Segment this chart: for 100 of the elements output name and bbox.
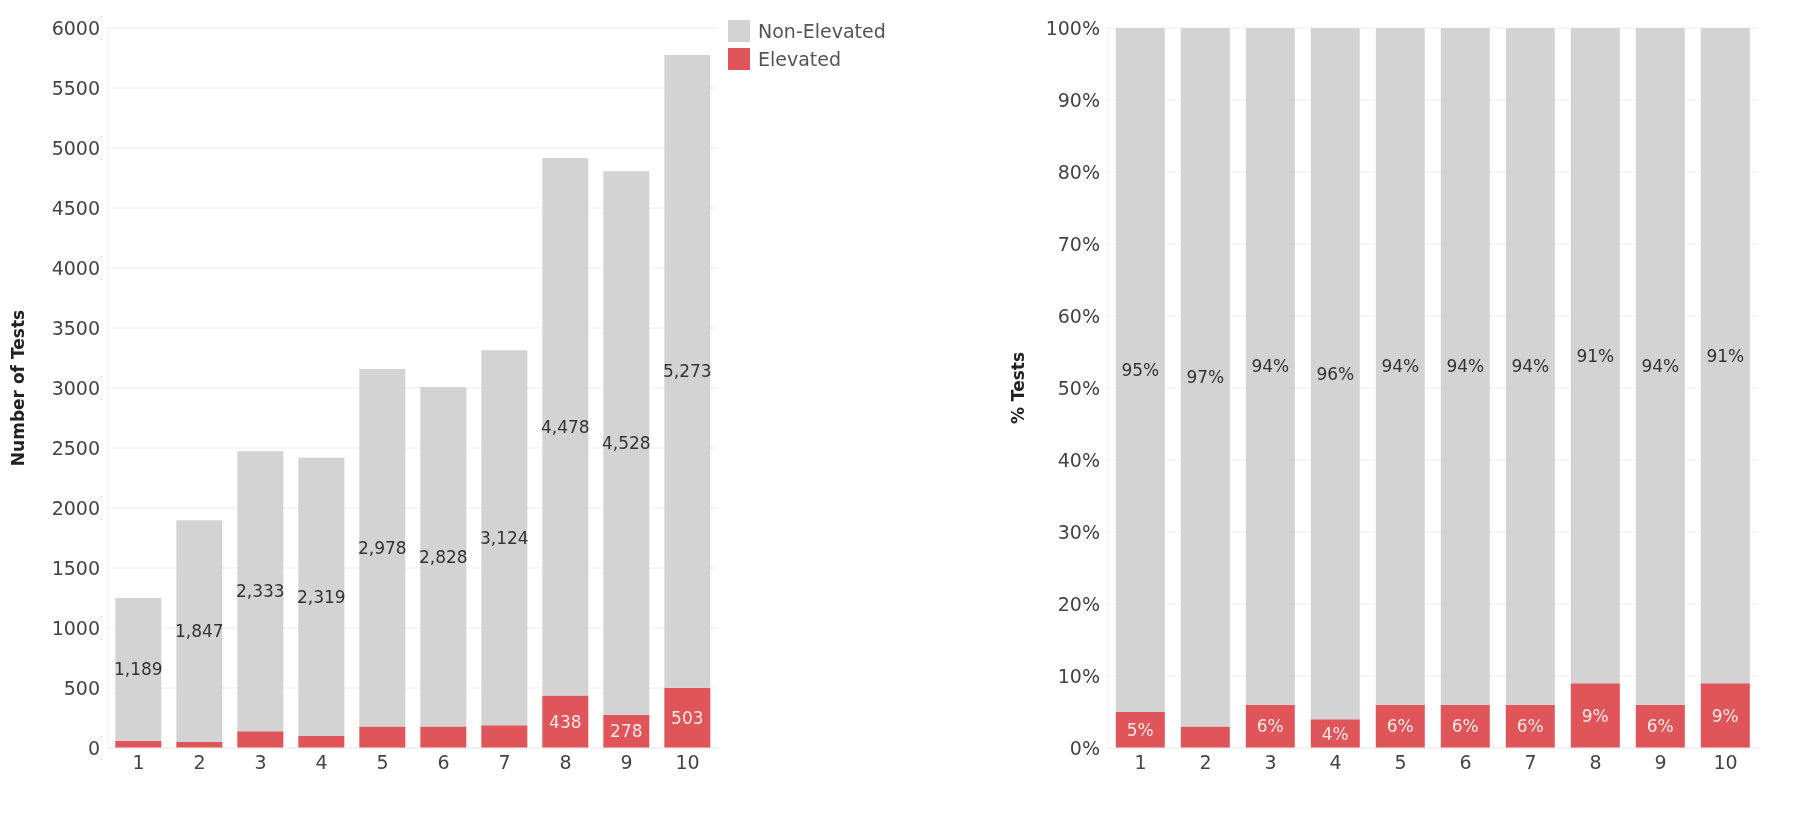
x-tick-label: 3 — [1264, 751, 1277, 774]
y-tick-label: 80% — [1057, 160, 1100, 183]
bar — [359, 369, 406, 727]
data-label: 503 — [671, 707, 704, 728]
bar — [603, 171, 650, 715]
bar — [237, 731, 284, 748]
x-tick-label: 4 — [1329, 751, 1342, 774]
bar — [664, 54, 711, 688]
y-tick-label: 10% — [1057, 664, 1100, 687]
x-tick-label: 8 — [1589, 751, 1602, 774]
x-tick-label: 6 — [1459, 751, 1472, 774]
x-tick-label: 7 — [1524, 751, 1537, 774]
y-axis-title: % Tests — [1008, 351, 1029, 425]
y-tick-label: 5000 — [51, 136, 100, 159]
y-tick-label: 50% — [1057, 376, 1100, 399]
y-tick-label: 2000 — [51, 496, 100, 519]
y-tick-label: 500 — [63, 676, 100, 699]
data-label: 4,478 — [540, 416, 590, 437]
y-tick-label: 4000 — [51, 256, 100, 279]
y-tick-label: 30% — [1057, 520, 1100, 543]
data-label: 5% — [1126, 720, 1154, 741]
bar — [481, 725, 528, 748]
data-label: 2,333 — [235, 581, 285, 602]
data-label: 2,828 — [418, 546, 468, 567]
data-label: 6% — [1386, 716, 1414, 737]
y-axis-title: Number of Tests — [8, 309, 29, 467]
x-tick-label: 4 — [315, 751, 328, 774]
data-label: 5,273 — [662, 361, 712, 382]
legend-label: Non-Elevated — [758, 20, 886, 42]
bar — [1245, 28, 1295, 705]
y-tick-label: 4500 — [51, 196, 100, 219]
bar — [359, 726, 406, 748]
data-label: 96% — [1316, 363, 1355, 384]
data-label: 94% — [1446, 356, 1485, 377]
data-label: 6% — [1256, 716, 1284, 737]
bar — [115, 598, 162, 741]
data-label: 6% — [1451, 716, 1479, 737]
y-tick-label: 6000 — [51, 16, 100, 39]
data-label: 9% — [1581, 705, 1609, 726]
y-tick-label: 100% — [1045, 16, 1100, 39]
data-label: 278 — [610, 721, 643, 742]
x-tick-label: 9 — [620, 751, 633, 774]
x-tick-label: 10 — [675, 751, 700, 774]
bar — [481, 350, 528, 726]
bar — [1115, 28, 1165, 712]
data-label: 91% — [1576, 345, 1615, 366]
bar — [1180, 28, 1230, 727]
data-label: 438 — [549, 711, 582, 732]
bar — [1310, 28, 1360, 720]
legend-label: Elevated — [758, 48, 842, 70]
bar — [420, 726, 467, 748]
bar — [542, 158, 589, 696]
y-tick-label: 90% — [1057, 88, 1100, 111]
x-tick-label: 3 — [254, 751, 267, 774]
x-tick-label: 1 — [132, 751, 145, 774]
data-label: 2,978 — [357, 537, 407, 558]
bar — [1180, 726, 1230, 748]
bar — [176, 520, 223, 742]
bar — [298, 736, 345, 748]
data-label: 9% — [1711, 705, 1739, 726]
x-tick-label: 2 — [1199, 751, 1212, 774]
bar — [1635, 28, 1685, 705]
y-tick-label: 2500 — [51, 436, 100, 459]
data-label: 97% — [1186, 367, 1225, 388]
bar — [1570, 28, 1620, 684]
y-tick-label: 1000 — [51, 616, 100, 639]
y-tick-label: 60% — [1057, 304, 1100, 327]
x-tick-label: 1 — [1134, 751, 1147, 774]
x-tick-label: 10 — [1713, 751, 1738, 774]
x-tick-label: 5 — [376, 751, 389, 774]
bar — [1570, 683, 1620, 748]
y-tick-label: 5500 — [51, 76, 100, 99]
x-tick-label: 5 — [1394, 751, 1407, 774]
y-tick-label: 70% — [1057, 232, 1100, 255]
data-label: 94% — [1251, 356, 1290, 377]
bar — [664, 687, 711, 748]
y-tick-label: 1500 — [51, 556, 100, 579]
data-label: 3,124 — [479, 527, 529, 548]
data-label: 4% — [1321, 723, 1349, 744]
data-label: 4,528 — [601, 432, 651, 453]
x-tick-label: 7 — [498, 751, 511, 774]
x-tick-label: 9 — [1654, 751, 1667, 774]
data-label: 94% — [1381, 356, 1420, 377]
data-label: 6% — [1516, 716, 1544, 737]
bar — [298, 457, 345, 736]
bar — [1700, 683, 1750, 748]
data-label: 94% — [1511, 356, 1550, 377]
x-tick-label: 2 — [193, 751, 206, 774]
y-tick-label: 40% — [1057, 448, 1100, 471]
data-label: 95% — [1121, 360, 1160, 381]
data-label: 1,847 — [174, 621, 224, 642]
y-tick-label: 0% — [1069, 736, 1100, 759]
bar — [1440, 28, 1490, 705]
data-label: 94% — [1641, 356, 1680, 377]
bar — [237, 451, 284, 732]
x-tick-label: 8 — [559, 751, 572, 774]
bar — [1375, 28, 1425, 705]
x-tick-label: 6 — [437, 751, 450, 774]
data-label: 2,319 — [296, 586, 346, 607]
bar — [420, 387, 467, 727]
